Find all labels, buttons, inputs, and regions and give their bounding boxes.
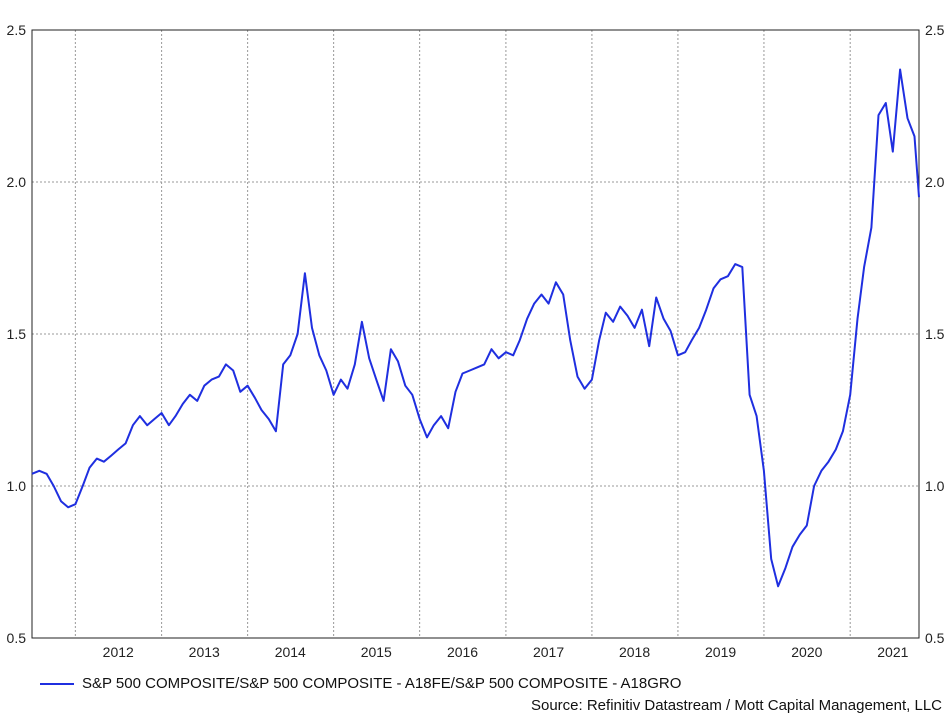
x-axis: 2012 2013 2014 2015 2016 2017 2018 2019 2020 2021 — [103, 644, 909, 660]
x-tick-label: 2014 — [275, 644, 306, 660]
x-tick-label: 2018 — [619, 644, 650, 660]
y-tick-label-left: 1.5 — [7, 326, 27, 342]
series-line — [31, 68, 920, 588]
x-tick-label: 2020 — [791, 644, 822, 660]
x-tick-label: 2013 — [189, 644, 220, 660]
x-tick-label: 2012 — [103, 644, 134, 660]
y-axis-left: 0.5 1.0 1.5 2.0 2.5 — [7, 22, 27, 646]
legend: S&P 500 COMPOSITE/S&P 500 COMPOSITE - A1… — [40, 675, 681, 692]
source-note: Source: Refinitiv Datastream / Mott Capi… — [530, 697, 942, 714]
x-tick-label: 2021 — [877, 644, 908, 660]
x-tick-label: 2019 — [705, 644, 736, 660]
x-tick-label: 2017 — [533, 644, 564, 660]
y-tick-label-right: 1.0 — [925, 478, 945, 494]
y-tick-label-right: 2.0 — [925, 174, 945, 190]
x-tick-label: 2016 — [447, 644, 478, 660]
y-axis-right: 0.5 1.0 1.5 2.0 2.5 — [925, 22, 945, 646]
y-tick-label-right: 1.5 — [925, 326, 945, 342]
x-tick-label: 2015 — [361, 644, 392, 660]
y-tick-label-left: 1.0 — [7, 478, 27, 494]
legend-swatch — [40, 682, 74, 685]
legend-label: S&P 500 COMPOSITE/S&P 500 COMPOSITE - A1… — [82, 675, 682, 692]
grid-lines — [32, 30, 919, 638]
y-tick-label-left: 2.5 — [7, 22, 27, 38]
y-tick-label-right: 2.5 — [925, 22, 945, 38]
y-tick-label-right: 0.5 — [925, 630, 945, 646]
y-tick-label-left: 2.0 — [7, 174, 27, 190]
plot-frame — [31, 29, 920, 639]
y-tick-label-left: 0.5 — [7, 630, 27, 646]
